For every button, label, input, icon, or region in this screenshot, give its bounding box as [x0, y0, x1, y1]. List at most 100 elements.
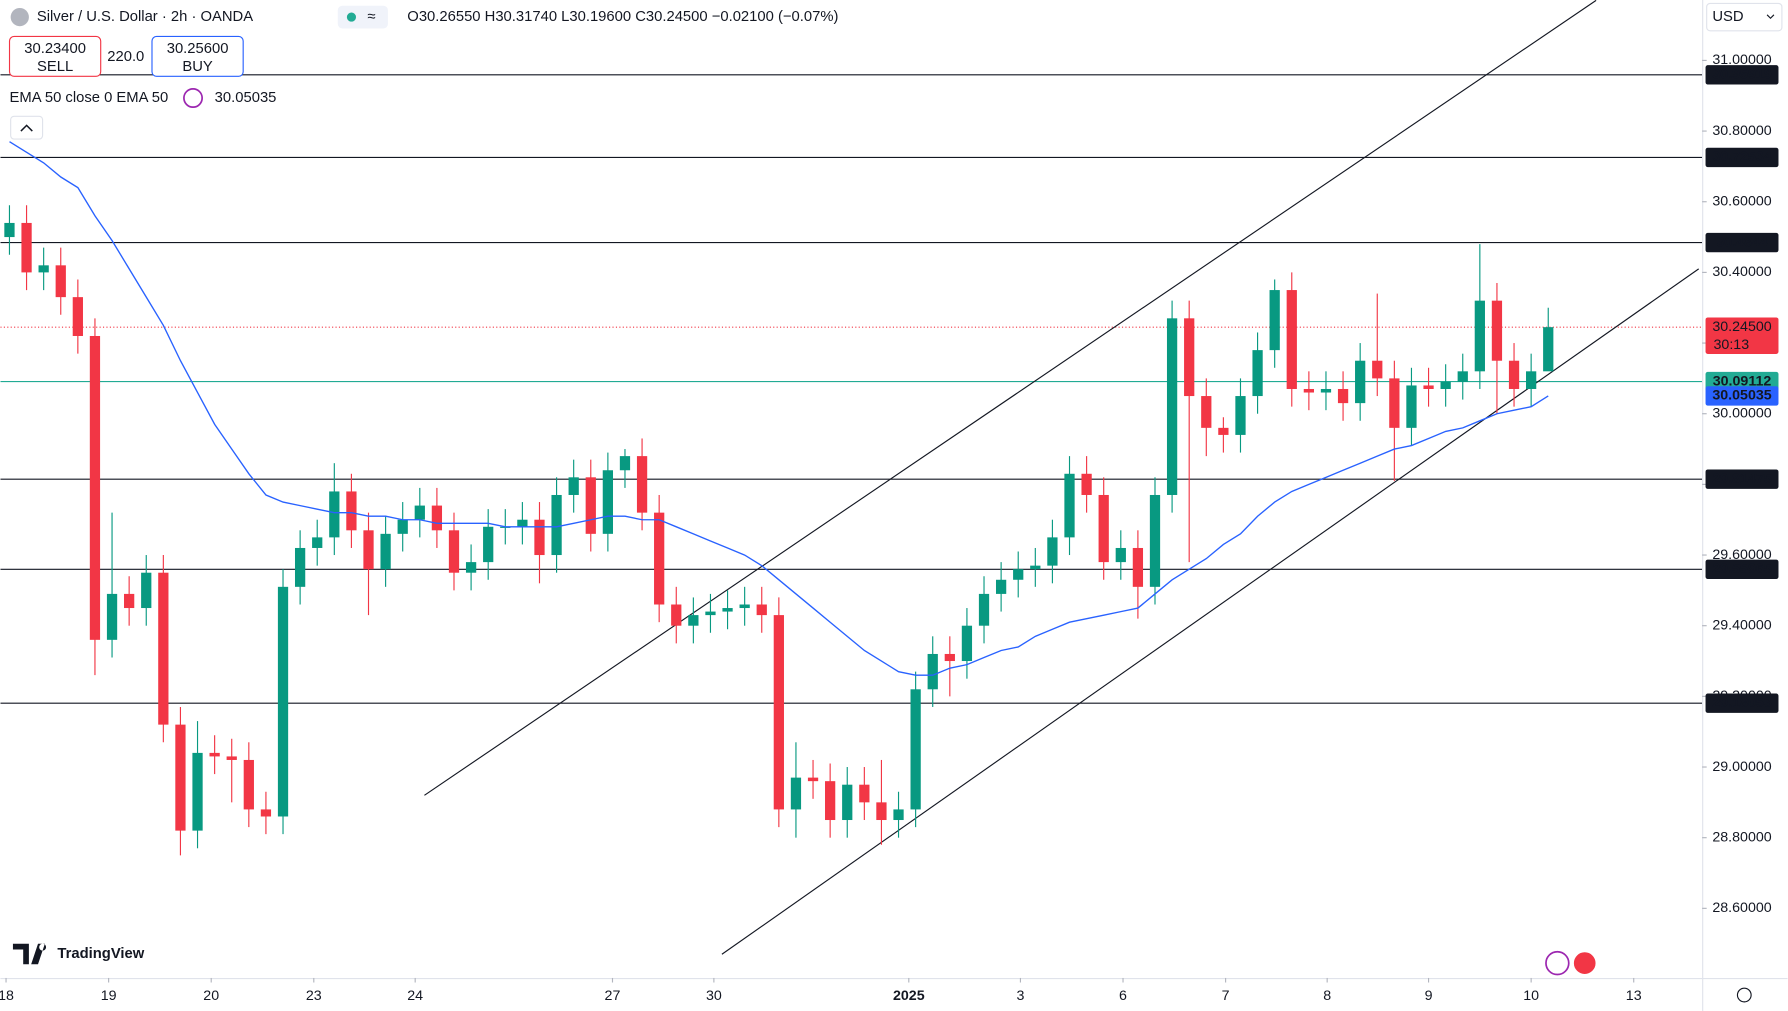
candle-body	[1457, 371, 1468, 382]
buy-button[interactable]	[151, 35, 244, 77]
candle-body	[431, 505, 443, 531]
candle-body	[585, 477, 596, 534]
indicator-name[interactable]: EMA 50 close 0 EMA 50	[10, 90, 169, 106]
sell-label: SELL	[37, 59, 73, 75]
candle-body	[1081, 473, 1092, 495]
y-tick-label: 29.00000	[1712, 759, 1771, 775]
level-label: 29.18053	[1712, 695, 1771, 711]
x-tick-label: 13	[1626, 988, 1642, 1004]
collapse-button[interactable]	[10, 115, 44, 140]
candle-body	[414, 505, 425, 520]
candle-body	[927, 653, 938, 690]
candle-body	[1269, 290, 1280, 351]
symbol-title[interactable]: Silver / U.S. Dollar · 2h · OANDA	[37, 9, 253, 25]
candle-body	[312, 537, 323, 548]
candle-body	[1406, 385, 1417, 428]
green-level-label: 30.09112	[1713, 373, 1772, 389]
x-tick-label: 10	[1523, 988, 1539, 1004]
candle-body	[260, 809, 272, 817]
candle-body	[89, 335, 101, 640]
candle-body	[636, 456, 648, 513]
candle-body	[175, 724, 186, 831]
y-tick-label: 31.00000	[1712, 52, 1771, 68]
events-icon[interactable]	[1545, 950, 1570, 976]
market-open-dot	[346, 12, 357, 22]
candle-body	[910, 689, 921, 810]
trend-line	[424, 0, 1597, 796]
candle-body	[209, 752, 220, 757]
candle-body	[1303, 388, 1315, 393]
currency: USD	[1712, 9, 1743, 25]
y-tick-label: 30.00000	[1712, 405, 1771, 421]
candle-body	[517, 519, 528, 527]
candle-body	[1440, 381, 1451, 389]
candle-body	[55, 265, 66, 298]
candle-body	[654, 512, 665, 605]
y-tick-label: 28.80000	[1712, 829, 1771, 845]
candle-body	[106, 593, 118, 640]
candle-body	[1184, 318, 1195, 397]
x-tick-label: 3	[1016, 988, 1024, 1004]
candle-body	[1526, 371, 1537, 389]
ohlc-values: O30.26550 H30.31740 L30.19600 C30.24500 …	[407, 9, 838, 25]
candle-body	[756, 604, 767, 616]
level-label: 29.55965	[1712, 561, 1771, 577]
candle-body	[671, 604, 682, 626]
candle-body	[1320, 388, 1332, 393]
candle-body	[294, 547, 306, 587]
level-label-bg	[1705, 693, 1779, 713]
level-label: 30.95919	[1712, 67, 1771, 83]
candle-body	[688, 615, 699, 626]
candle-body	[722, 608, 733, 612]
flag-icon[interactable]	[1572, 951, 1597, 976]
candle-body	[876, 802, 887, 821]
candle-body	[1030, 565, 1041, 570]
x-tick-label: 23	[306, 988, 322, 1004]
candle-body	[842, 784, 853, 821]
candle-body	[1389, 378, 1400, 428]
brand[interactable]: TradingView	[57, 946, 144, 962]
candle-body	[1064, 473, 1075, 538]
candle-body	[995, 579, 1007, 594]
candle-body	[1098, 494, 1109, 563]
indicator-icon[interactable]	[183, 88, 203, 108]
candle-body	[859, 784, 870, 803]
candle-body	[739, 604, 750, 609]
candle-body	[1047, 537, 1058, 566]
y-tick-label: 30.60000	[1712, 194, 1771, 210]
delay-icon: ≈	[367, 9, 375, 25]
candle-body	[243, 759, 254, 810]
candle-body	[397, 519, 408, 534]
level-label-bg	[1705, 232, 1779, 253]
candle-body	[619, 456, 631, 471]
candle-body	[329, 491, 340, 538]
level-label-bg	[1705, 559, 1779, 579]
candle-body	[277, 586, 289, 817]
candle-body	[192, 752, 203, 831]
settings-icon[interactable]	[1736, 987, 1752, 1003]
candle-body	[1286, 290, 1297, 389]
sell-button[interactable]	[8, 35, 102, 77]
candle-body	[961, 625, 973, 662]
buy-price: 30.25600	[167, 41, 229, 57]
candle-body	[1132, 547, 1144, 587]
spread: 220.0	[107, 49, 144, 65]
ema-label-bg	[1705, 386, 1779, 406]
candle-body	[534, 519, 545, 556]
candle-body	[944, 653, 955, 662]
candle-body	[141, 572, 152, 609]
collapse-icon	[20, 124, 33, 132]
logo-mark	[12, 943, 47, 965]
candle-body	[1201, 396, 1212, 428]
currency-select[interactable]	[1706, 2, 1783, 32]
status-badge[interactable]	[337, 5, 388, 29]
last-price-label: 30.24500	[1712, 319, 1771, 335]
x-tick-label: 19	[101, 988, 117, 1004]
countdown: 30:13	[1714, 337, 1750, 353]
y-tick-label: 30.40000	[1712, 264, 1771, 280]
axes: 28.6000028.8000029.0000029.2000029.40000…	[0, 52, 1779, 1004]
candle-body	[1337, 388, 1349, 404]
candle-body	[1474, 300, 1485, 372]
candle-body	[705, 611, 716, 616]
